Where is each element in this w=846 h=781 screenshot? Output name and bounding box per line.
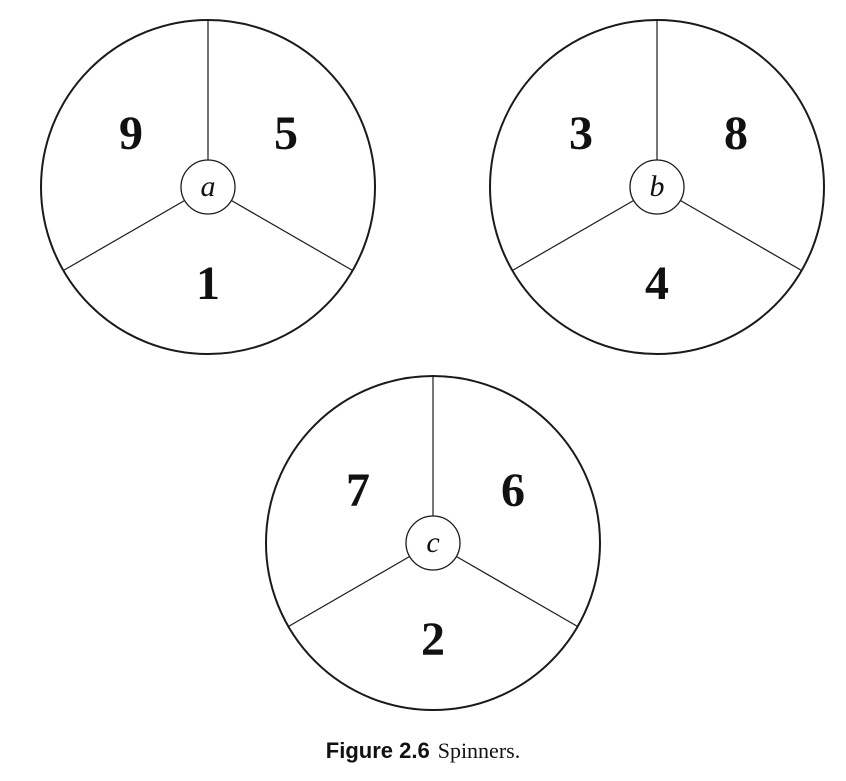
spinner-b-divider-left xyxy=(512,199,634,272)
spinner-c: c 7 6 2 xyxy=(265,375,601,711)
spinner-b-divider-right xyxy=(680,199,802,272)
spinner-a-sector-bottom: 1 xyxy=(196,257,220,310)
spinner-a-divider-right xyxy=(231,199,353,272)
spinner-b-hub xyxy=(629,159,685,215)
spinner-a: a 9 5 1 xyxy=(40,19,376,355)
spinner-c-divider-right xyxy=(456,555,578,628)
figure-label: Figure 2.6 xyxy=(325,738,430,763)
spinner-c-sector-top-right: 6 xyxy=(501,464,525,517)
spinner-b-sector-top-right: 8 xyxy=(724,107,748,160)
spinner-c-hub xyxy=(405,515,461,571)
spinner-a-divider-left xyxy=(63,199,185,272)
spinner-a-sector-top-right: 5 xyxy=(274,107,298,160)
spinner-a-sector-top-left: 9 xyxy=(119,107,143,160)
spinner-b: b 3 8 4 xyxy=(489,19,825,355)
figure-caption-text: Spinners. xyxy=(437,738,521,763)
spinners-diagram: a 9 5 1 b 3 8 4 c 7 6 2 xyxy=(40,19,825,711)
spinner-a-hub xyxy=(180,159,236,215)
spinner-c-sector-top-left: 7 xyxy=(346,464,370,517)
figure-caption: Figure 2.6 Spinners. xyxy=(0,738,846,764)
spinner-b-label: b xyxy=(650,170,665,203)
spinner-b-sector-top-left: 3 xyxy=(569,107,593,160)
spinner-c-sector-bottom: 2 xyxy=(421,613,445,666)
spinner-b-sector-bottom: 4 xyxy=(645,257,669,310)
spinner-c-label: c xyxy=(426,526,439,559)
spinner-c-divider-left xyxy=(288,555,410,628)
spinner-a-label: a xyxy=(201,170,216,203)
